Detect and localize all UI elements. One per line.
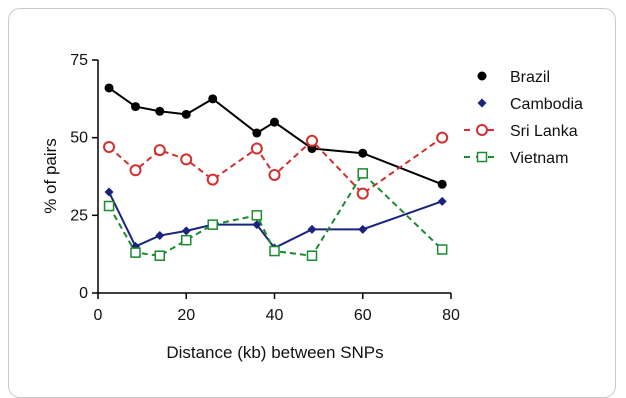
- x-tick-label: 40: [266, 307, 284, 324]
- legend-entry-brazil: Brazil: [477, 69, 550, 86]
- data-point-cambodia: [155, 231, 165, 241]
- legend-entry-vietnam: Vietnam: [464, 150, 568, 167]
- x-tick-label: 20: [177, 307, 195, 324]
- data-point-vietnam: [103, 200, 115, 212]
- legend-marker-cambodia: [477, 98, 487, 108]
- legend-marker-brazil: [477, 71, 487, 81]
- data-point-brazil: [437, 179, 447, 189]
- data-point-sri-lanka: [153, 144, 166, 157]
- data-point-vietnam: [181, 234, 192, 246]
- data-point-sri-lanka: [103, 140, 116, 153]
- data-point-sri-lanka: [268, 168, 281, 181]
- y-tick-label: 50: [70, 130, 88, 147]
- data-point-sri-lanka: [206, 173, 219, 186]
- legend-label-vietnam: Vietnam: [510, 150, 568, 167]
- y-tick-label: 75: [70, 52, 88, 69]
- data-point-vietnam: [269, 245, 280, 257]
- data-point-sri-lanka: [306, 134, 319, 147]
- series-line-sri-lanka: [108, 136, 443, 195]
- legend-label-cambodia: Cambodia: [510, 96, 583, 113]
- data-point-brazil: [270, 117, 279, 127]
- data-point-cambodia: [358, 224, 368, 234]
- data-point-vietnam: [207, 219, 218, 230]
- data-point-cambodia: [437, 196, 447, 206]
- y-tick-label: 0: [79, 285, 88, 302]
- data-point-cambodia: [252, 220, 262, 230]
- x-tick-label: 80: [442, 307, 460, 324]
- series-line-brazil: [108, 87, 443, 186]
- series-line-cambodia: [108, 191, 443, 250]
- legend-marker-vietnam: [476, 151, 488, 163]
- data-point-brazil: [131, 102, 141, 112]
- data-point-brazil: [181, 109, 191, 119]
- y-ticks: 0 25 50 75: [70, 52, 98, 302]
- legend-label-sri-lanka: Sri Lanka: [510, 123, 578, 140]
- data-point-vietnam: [251, 210, 263, 221]
- x-tick-label: 60: [354, 307, 372, 324]
- legend-label-brazil: Brazil: [510, 69, 550, 86]
- data-point-brazil: [155, 106, 165, 116]
- data-point-sri-lanka: [436, 131, 449, 144]
- legend: Brazil Cambodia Sri Lanka Vietnam: [464, 69, 583, 167]
- data-point-cambodia: [181, 226, 191, 236]
- series-line-vietnam: [108, 171, 443, 257]
- data-point-brazil: [252, 128, 262, 138]
- series-sri-lanka: [103, 131, 449, 200]
- data-point-sri-lanka: [356, 187, 369, 200]
- data-point-vietnam: [306, 250, 318, 261]
- y-axis-title: % of pairs: [41, 138, 60, 214]
- data-point-cambodia: [104, 187, 114, 197]
- data-point-sri-lanka: [129, 164, 142, 177]
- legend-entry-cambodia: Cambodia: [477, 96, 583, 113]
- series-vietnam: [103, 168, 448, 261]
- data-point-brazil: [358, 148, 368, 158]
- data-point-sri-lanka: [250, 142, 263, 155]
- data-point-vietnam: [130, 247, 141, 258]
- data-point-brazil: [104, 83, 114, 93]
- legend-marker-sri-lanka: [476, 124, 488, 136]
- data-point-sri-lanka: [180, 153, 193, 166]
- legend-entry-sri-lanka: Sri Lanka: [464, 123, 578, 140]
- x-ticks: 0 20 40 60 80: [94, 293, 460, 324]
- data-point-brazil: [208, 94, 218, 104]
- data-point-vietnam: [357, 168, 368, 179]
- data-point-cambodia: [307, 224, 317, 234]
- y-tick-label: 25: [70, 207, 88, 224]
- series-cambodia: [104, 187, 447, 253]
- series-layer: [103, 83, 449, 261]
- x-axis-title: Distance (kb) between SNPs: [166, 343, 383, 362]
- data-point-vietnam: [154, 250, 166, 261]
- x-tick-label: 0: [94, 307, 103, 324]
- data-point-vietnam: [436, 244, 448, 255]
